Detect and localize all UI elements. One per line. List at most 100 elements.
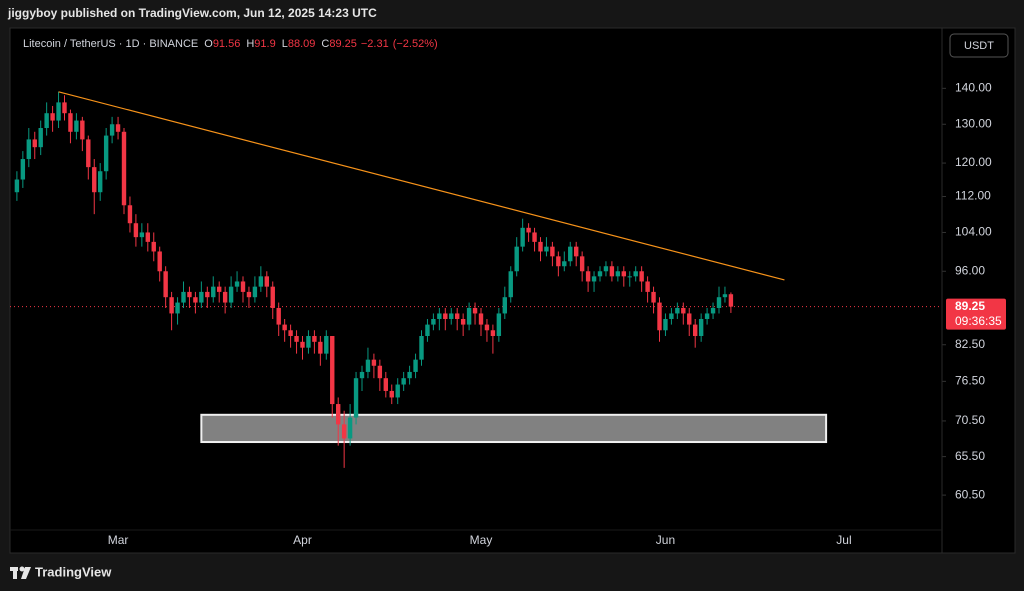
candle-body [698,318,704,337]
candle-body [246,291,252,298]
candle-body [163,271,168,298]
candle-body [234,281,240,287]
y-tick-label: 76.50 [955,374,985,388]
candle-body [62,102,67,114]
candle-body [609,266,615,277]
candle-body [574,246,579,257]
candle-body [579,256,585,272]
legend-key: O [204,38,213,50]
candle-body [407,371,412,379]
candle-body [151,241,156,252]
candle-body [318,341,323,354]
y-tick-label: 96.00 [955,263,985,277]
candle-body [526,227,531,233]
candle-body [14,179,20,193]
candle-body [211,286,216,298]
candle-body [395,384,400,398]
candle-body [687,313,692,325]
currency-button[interactable] [949,33,1009,58]
candle-body [591,276,597,282]
candle-body [347,417,353,439]
candle-body [145,232,150,242]
candle-body [645,281,650,292]
candle-body [103,135,109,172]
candle-body [377,365,383,379]
candle-body [383,378,388,391]
legend-value: 88.09 [288,38,316,50]
candle-body [681,307,686,314]
publisher: jiggyboy published on TradingView.com, J… [7,6,377,20]
candle-body [437,313,442,319]
candle-body [359,371,365,379]
candle-body [264,276,269,287]
candle-body [300,341,305,348]
candle-body [330,336,335,405]
candle-body [597,271,603,277]
candle-body [341,424,347,439]
candle-body [240,281,246,292]
candle-body [121,131,127,206]
candle-body [556,256,561,267]
change: −2.31 [361,38,389,50]
candle-body [252,286,258,298]
candle-body [258,276,264,287]
candle-body [222,291,228,303]
candle-body [56,102,61,121]
symbol: Litecoin / TetherUS · 1D · BINANCE [23,38,198,50]
x-tick-label: Jul [836,533,851,547]
legend-key: C [321,38,329,50]
x-tick-label: Mar [108,533,129,547]
candle-body [449,313,454,319]
candle-body [50,113,55,121]
brand-logo [10,566,31,579]
y-tick-label: 104.00 [955,225,992,239]
legend-value: 91.56 [213,38,241,50]
legend: Litecoin / TetherUS · 1D · BINANCE O91.56… [23,38,438,50]
candle-body [460,318,466,325]
candle-body [26,139,31,160]
x-tick-label: May [470,533,493,547]
candle-body [276,307,281,325]
candle-body [86,139,91,168]
candle-body [419,336,424,360]
candle-body [585,271,591,282]
candle-body [294,336,299,342]
candle-body [44,113,49,129]
legend-value: 91.9 [254,38,275,50]
candle-body [365,359,371,372]
price-tag [946,298,1006,330]
candle-body [127,205,133,224]
candle-body [92,167,97,193]
candle-body [324,336,329,354]
candle-body [389,390,394,398]
candle-body [508,271,513,298]
candle-body [490,330,496,337]
legend-key: L [282,38,288,50]
candle-body [181,291,186,303]
candle-body [205,291,210,298]
y-tick-label: 120.00 [955,155,992,169]
candle-body [466,307,472,325]
candle-body [115,124,121,132]
candle-body [514,246,519,272]
candle-body [80,120,85,140]
candle-body [663,318,668,331]
candle-body [716,297,722,308]
candle-body [502,297,507,314]
candle-body [639,271,644,282]
candle-body [98,171,103,193]
candle-body [651,291,656,303]
candle-body [615,271,621,277]
candle-body [217,286,222,292]
candle-body [20,159,26,180]
candle-body [199,291,204,303]
x-tick-label: Apr [293,533,312,547]
y-tick-label: 140.00 [955,81,992,95]
candle-body [32,139,37,148]
candle-body [704,313,710,319]
candle-body [669,313,674,319]
candle-body [455,313,460,319]
legend-value: 89.25 [329,38,357,50]
candle-body [312,336,317,342]
